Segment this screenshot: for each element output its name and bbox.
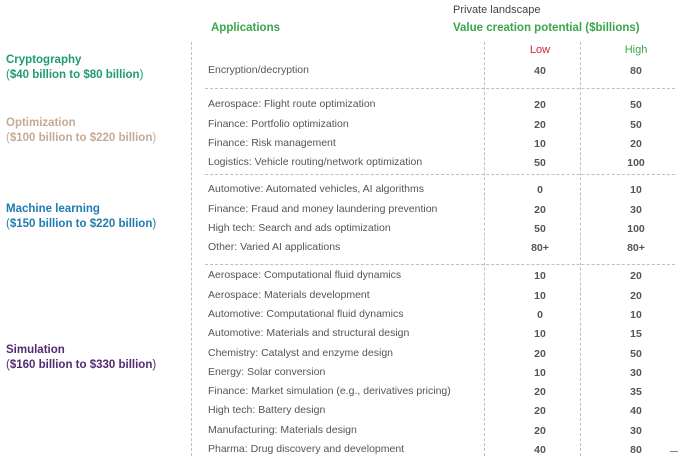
row-application: Finance: Market simulation (e.g., deriva…: [208, 385, 451, 397]
category-optimization: Optimization ($100 billion to $220 billi…: [6, 116, 156, 146]
row-low-value: 20: [534, 425, 546, 437]
row-application: Automotive: Automated vehicles, AI algor…: [208, 183, 424, 195]
row-application: Manufacturing: Materials design: [208, 424, 357, 436]
row-high-value: 20: [630, 270, 642, 282]
category-range: ($100 billion to $220 billion): [6, 132, 157, 144]
row-high-value: 10: [630, 309, 642, 321]
category-name: Machine learning: [6, 203, 100, 215]
row-low-value: 10: [534, 290, 546, 302]
category-name: Optimization: [6, 117, 76, 129]
row-application: Pharma: Drug discovery and development: [208, 443, 405, 455]
row-application: Logistics: Vehicle routing/network optim…: [208, 156, 423, 168]
row-low-value: 40: [534, 444, 546, 456]
row-application: Aerospace: Materials development: [208, 289, 370, 301]
row-low-value: 0: [537, 309, 543, 321]
row-low-value: 10: [534, 138, 546, 150]
row-low-value: 10: [534, 328, 546, 340]
row-high-value: 40: [630, 405, 642, 417]
row-application: Energy: Solar conversion: [208, 366, 326, 378]
row-application: High tech: Search and ads optimization: [208, 222, 391, 234]
category-machine-learning: Machine learning ($150 billion to $220 b…: [6, 202, 156, 232]
row-high-value: 50: [630, 99, 642, 111]
row-application: Automotive: Materials and structural des…: [208, 327, 410, 339]
category-name: Simulation: [6, 344, 65, 356]
category-name: Cryptography: [6, 54, 82, 66]
row-high-value: 20: [630, 138, 642, 150]
row-low-value: 50: [534, 157, 546, 169]
row-low-value: 10: [534, 270, 546, 282]
row-low-value: 20: [534, 204, 546, 216]
row-application: Automotive: Computational fluid dynamics: [208, 308, 404, 320]
row-application: Finance: Portfolio optimization: [208, 118, 349, 130]
row-low-value: 50: [534, 223, 546, 235]
row-application: Aerospace: Flight route optimization: [208, 98, 376, 110]
row-high-value: 30: [630, 425, 642, 437]
applications-header: Applications: [211, 22, 281, 34]
corner-mark: [670, 451, 678, 452]
divider-vertical-right: [580, 42, 581, 456]
divider-horizontal: [205, 174, 675, 175]
row-low-value: 10: [534, 367, 546, 379]
row-high-value: 50: [630, 348, 642, 360]
divider-vertical-mid: [484, 42, 485, 456]
row-high-value: 100: [627, 223, 645, 235]
row-high-value: 80+: [627, 242, 645, 254]
row-low-value: 20: [534, 348, 546, 360]
row-high-value: 15: [630, 328, 642, 340]
row-application: Chemistry: Catalyst and enzyme design: [208, 347, 393, 359]
divider-horizontal: [205, 264, 675, 265]
row-high-value: 30: [630, 204, 642, 216]
row-high-value: 80: [630, 444, 642, 456]
divider-horizontal: [205, 88, 675, 89]
row-application: Aerospace: Computational fluid dynamics: [208, 269, 402, 281]
divider-vertical-left: [191, 42, 192, 456]
row-application: Other: Varied AI applications: [208, 241, 341, 253]
row-high-value: 100: [627, 157, 645, 169]
row-application: Finance: Risk management: [208, 137, 336, 149]
row-high-value: 50: [630, 119, 642, 131]
landscape-header: Private landscape: [453, 4, 541, 16]
row-low-value: 20: [534, 405, 546, 417]
high-header: High: [624, 44, 648, 56]
row-low-value: 20: [534, 99, 546, 111]
row-high-value: 30: [630, 367, 642, 379]
row-high-value: 20: [630, 290, 642, 302]
row-application: Finance: Fraud and money laundering prev…: [208, 203, 438, 215]
category-range: ($160 billion to $330 billion): [6, 359, 157, 371]
value-header: Value creation potential ($billions): [453, 22, 640, 34]
row-low-value: 20: [534, 386, 546, 398]
row-high-value: 10: [630, 184, 642, 196]
category-range: ($150 billion to $220 billion): [6, 218, 157, 230]
category-simulation: Simulation ($160 billion to $330 billion…: [6, 343, 156, 373]
low-header: Low: [529, 44, 551, 56]
row-low-value: 80+: [531, 242, 549, 254]
row-application: Encryption/decryption: [208, 64, 309, 76]
row-high-value: 35: [630, 386, 642, 398]
row-low-value: 20: [534, 119, 546, 131]
row-low-value: 0: [537, 184, 543, 196]
row-high-value: 80: [630, 65, 642, 77]
row-application: High tech: Battery design: [208, 404, 326, 416]
category-range: ($40 billion to $80 billion): [6, 69, 144, 81]
row-low-value: 40: [534, 65, 546, 77]
category-cryptography: Cryptography ($40 billion to $80 billion…: [6, 53, 143, 83]
